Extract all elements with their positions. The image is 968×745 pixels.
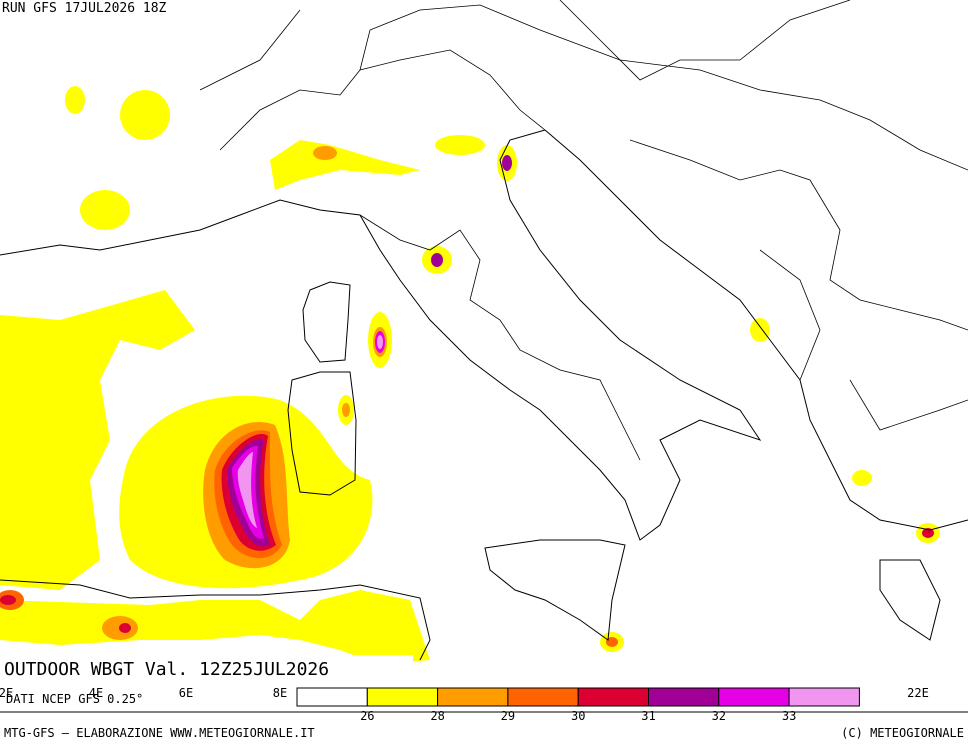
footer-right: (C) METEOGIORNALE xyxy=(841,726,964,740)
longitude-label: 8E xyxy=(273,686,287,700)
source-label: DATI NCEP GFS 0.25° xyxy=(6,692,143,706)
heat-field xyxy=(0,86,940,665)
legend-swatch xyxy=(577,687,650,707)
legend-label: 28 xyxy=(430,709,444,723)
run-label: RUN GFS 17JUL2026 18Z xyxy=(2,1,167,16)
legend-label: 32 xyxy=(712,709,726,723)
longitude-label: 6E xyxy=(179,686,193,700)
longitude-label: 22E xyxy=(907,686,929,700)
legend-label: 33 xyxy=(782,709,796,723)
coastlines xyxy=(0,129,968,661)
footer-left: MTG-GFS — ELABORAZIONE WWW.METEOGIORNALE… xyxy=(4,726,315,740)
longitude-label: 4E xyxy=(89,686,103,700)
legend-swatch xyxy=(296,687,368,707)
legend-swatch xyxy=(648,687,720,707)
legend-swatch xyxy=(718,687,790,707)
legend-swatch xyxy=(788,687,860,707)
legend-swatch xyxy=(437,687,509,707)
longitude-label: 2E xyxy=(0,686,13,700)
legend-swatch xyxy=(507,687,579,707)
legend-label: 30 xyxy=(571,709,585,723)
legend: 26 28 29 30 31 32 33 xyxy=(296,687,860,723)
map-title: OUTDOOR WBGT Val. 12Z25JUL2026 xyxy=(4,659,329,680)
legend-label: 31 xyxy=(641,709,655,723)
legend-swatch xyxy=(366,687,439,707)
borders xyxy=(199,0,968,461)
legend-label: 26 xyxy=(360,709,374,723)
title-box xyxy=(0,655,413,685)
legend-label: 29 xyxy=(501,709,515,723)
longitude-labels: 2E 4E 6E 8E 22E xyxy=(0,686,929,700)
